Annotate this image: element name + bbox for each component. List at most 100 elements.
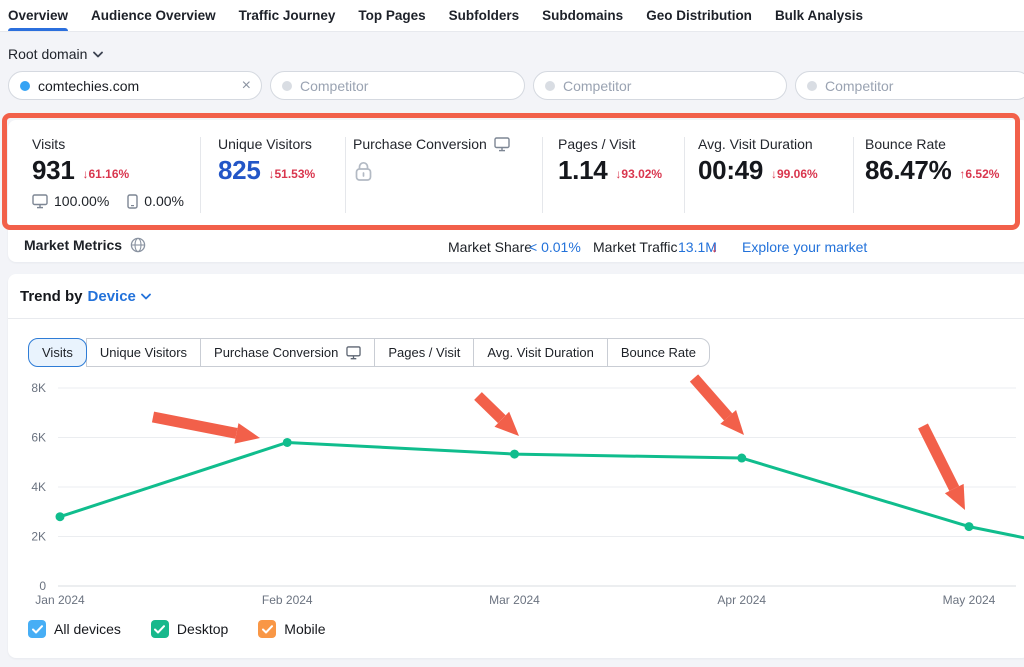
legend-all-devices[interactable]: All devices xyxy=(28,620,121,638)
svg-text:Apr 2024: Apr 2024 xyxy=(717,593,766,607)
tab-bounce-rate[interactable]: Bounce Rate xyxy=(606,338,710,367)
competitor-placeholder: Competitor xyxy=(825,77,894,94)
trend-dimension-selector[interactable]: Device xyxy=(88,288,151,305)
competitor-input-2[interactable]: Competitor xyxy=(533,71,787,100)
main-domain-input[interactable]: comtechies.com × xyxy=(8,71,262,100)
competitor-placeholder: Competitor xyxy=(300,77,369,94)
domain-dot xyxy=(20,80,30,91)
legend-label: Desktop xyxy=(176,621,229,637)
metric-unique-visitors: Unique Visitors 825 ↓51.53% xyxy=(218,136,315,184)
metric-value[interactable]: 825 xyxy=(218,155,261,185)
divider xyxy=(542,137,543,213)
device-legend: All devices Desktop Mobile xyxy=(28,620,326,638)
metric-visits: Visits 931 ↓61.16% 100.00% 0.00% xyxy=(32,136,184,209)
top-nav: Overview Audience Overview Traffic Journ… xyxy=(0,0,1024,32)
tab-pages-per-visit[interactable]: Pages / Visit xyxy=(374,338,475,367)
svg-text:2K: 2K xyxy=(31,530,46,544)
market-share-value[interactable]: < 0.01% xyxy=(529,239,581,255)
trend-card: Trend by Device Visits Unique Visitors P… xyxy=(8,274,1024,658)
scope-label: Root domain xyxy=(8,46,88,62)
competitor-dot xyxy=(282,80,292,91)
metric-label: Visits xyxy=(32,136,66,152)
divider xyxy=(8,318,1024,319)
summary-metrics-card: Visits 931 ↓61.16% 100.00% 0.00% Unique … xyxy=(8,120,1024,262)
metric-value: 00:49 xyxy=(698,155,763,185)
competitor-placeholder: Competitor xyxy=(563,77,632,94)
main-domain-value: comtechies.com xyxy=(38,77,140,94)
trend-line-chart[interactable]: 0 2K 4K 6K 8K Jan 2024 Feb 2024 Mar 2024 Apr 202… xyxy=(8,372,1024,614)
market-share-label: Market Share xyxy=(448,239,533,255)
legend-label: All devices xyxy=(54,621,121,637)
nav-tab-audience-overview[interactable]: Audience Overview xyxy=(91,8,216,23)
metric-change: ↑6.52% xyxy=(959,167,1000,182)
metric-label: Avg. Visit Duration xyxy=(698,136,813,152)
divider xyxy=(345,137,346,213)
metric-label: Unique Visitors xyxy=(218,136,312,152)
mobile-share: 0.00% xyxy=(144,193,184,210)
legend-label: Mobile xyxy=(284,621,326,637)
explore-market-link[interactable]: Explore your market xyxy=(742,239,868,255)
chevron-down-icon xyxy=(93,51,104,58)
checkbox-checked[interactable] xyxy=(258,620,277,638)
metric-label: Pages / Visit xyxy=(558,136,636,152)
divider xyxy=(853,137,854,213)
market-traffic-label: Market Traffic xyxy=(593,239,678,255)
competitor-dot xyxy=(545,80,555,91)
market-metrics-row: Market Metrics Market Share < 0.01% Mark… xyxy=(8,232,1024,262)
trend-title-accent: Device xyxy=(87,288,136,305)
desktop-icon xyxy=(346,345,362,360)
nav-tab-traffic-journey[interactable]: Traffic Journey xyxy=(238,8,336,23)
svg-text:May 2024: May 2024 xyxy=(943,593,996,607)
globe-icon xyxy=(130,237,146,253)
metric-value: 86.47% xyxy=(865,155,952,185)
metric-label: Purchase Conversion xyxy=(353,136,487,152)
nav-tab-bulk-analysis[interactable]: Bulk Analysis xyxy=(774,8,863,23)
market-traffic-value[interactable]: 13.1M xyxy=(678,239,717,255)
legend-desktop[interactable]: Desktop xyxy=(150,620,229,638)
divider xyxy=(200,137,201,213)
metric-avg-visit-duration: Avg. Visit Duration 00:49 ↓99.06% xyxy=(698,136,818,184)
nav-tab-overview[interactable]: Overview xyxy=(8,0,69,31)
market-metrics-title: Market Metrics xyxy=(24,237,123,253)
checkbox-checked[interactable] xyxy=(28,620,46,638)
svg-text:6K: 6K xyxy=(31,431,46,445)
metric-value: 1.14 xyxy=(558,155,608,185)
desktop-icon xyxy=(494,136,510,152)
metric-bounce-rate: Bounce Rate 86.47% ↑6.52% xyxy=(865,136,999,184)
tab-visits[interactable]: Visits xyxy=(28,338,87,367)
svg-text:4K: 4K xyxy=(31,480,46,494)
svg-text:0: 0 xyxy=(39,579,46,593)
nav-tab-subfolders[interactable]: Subfolders xyxy=(448,8,520,23)
svg-text:8K: 8K xyxy=(31,381,46,395)
desktop-share: 100.00% xyxy=(54,193,110,210)
chevron-down-icon xyxy=(140,293,151,300)
metric-change: ↓99.06% xyxy=(771,167,818,182)
metric-purchase-conversion: Purchase Conversion xyxy=(353,136,510,188)
trend-header: Trend by Device xyxy=(20,288,151,305)
metric-label: Bounce Rate xyxy=(865,136,946,152)
tab-purchase-conversion[interactable]: Purchase Conversion xyxy=(200,338,376,367)
legend-mobile[interactable]: Mobile xyxy=(258,620,326,638)
metric-pages-per-visit: Pages / Visit 1.14 ↓93.02% xyxy=(558,136,662,184)
clear-domain-icon[interactable]: × xyxy=(241,76,251,94)
divider xyxy=(684,137,685,213)
checkbox-checked[interactable] xyxy=(150,620,169,638)
trend-metric-tabs: Visits Unique Visitors Purchase Conversi… xyxy=(28,338,710,367)
metric-change: ↓51.53% xyxy=(268,167,316,182)
metric-change: ↓93.02% xyxy=(615,167,663,182)
tab-label: Purchase Conversion xyxy=(214,345,339,360)
tab-unique-visitors[interactable]: Unique Visitors xyxy=(85,338,202,367)
svg-text:Feb 2024: Feb 2024 xyxy=(262,593,313,607)
tab-avg-visit-duration[interactable]: Avg. Visit Duration xyxy=(473,338,608,367)
competitor-dot xyxy=(807,80,817,91)
lock-icon xyxy=(353,160,374,183)
scope-selector[interactable]: Root domain xyxy=(8,46,104,62)
nav-tab-top-pages[interactable]: Top Pages xyxy=(358,8,426,23)
svg-text:Jan 2024: Jan 2024 xyxy=(35,593,85,607)
nav-tab-geo-distribution[interactable]: Geo Distribution xyxy=(646,8,752,23)
nav-tab-subdomains[interactable]: Subdomains xyxy=(542,8,624,23)
competitor-input-3[interactable]: Competitor xyxy=(795,71,1024,100)
competitor-input-1[interactable]: Competitor xyxy=(270,71,525,100)
metric-value: 931 xyxy=(32,155,75,185)
